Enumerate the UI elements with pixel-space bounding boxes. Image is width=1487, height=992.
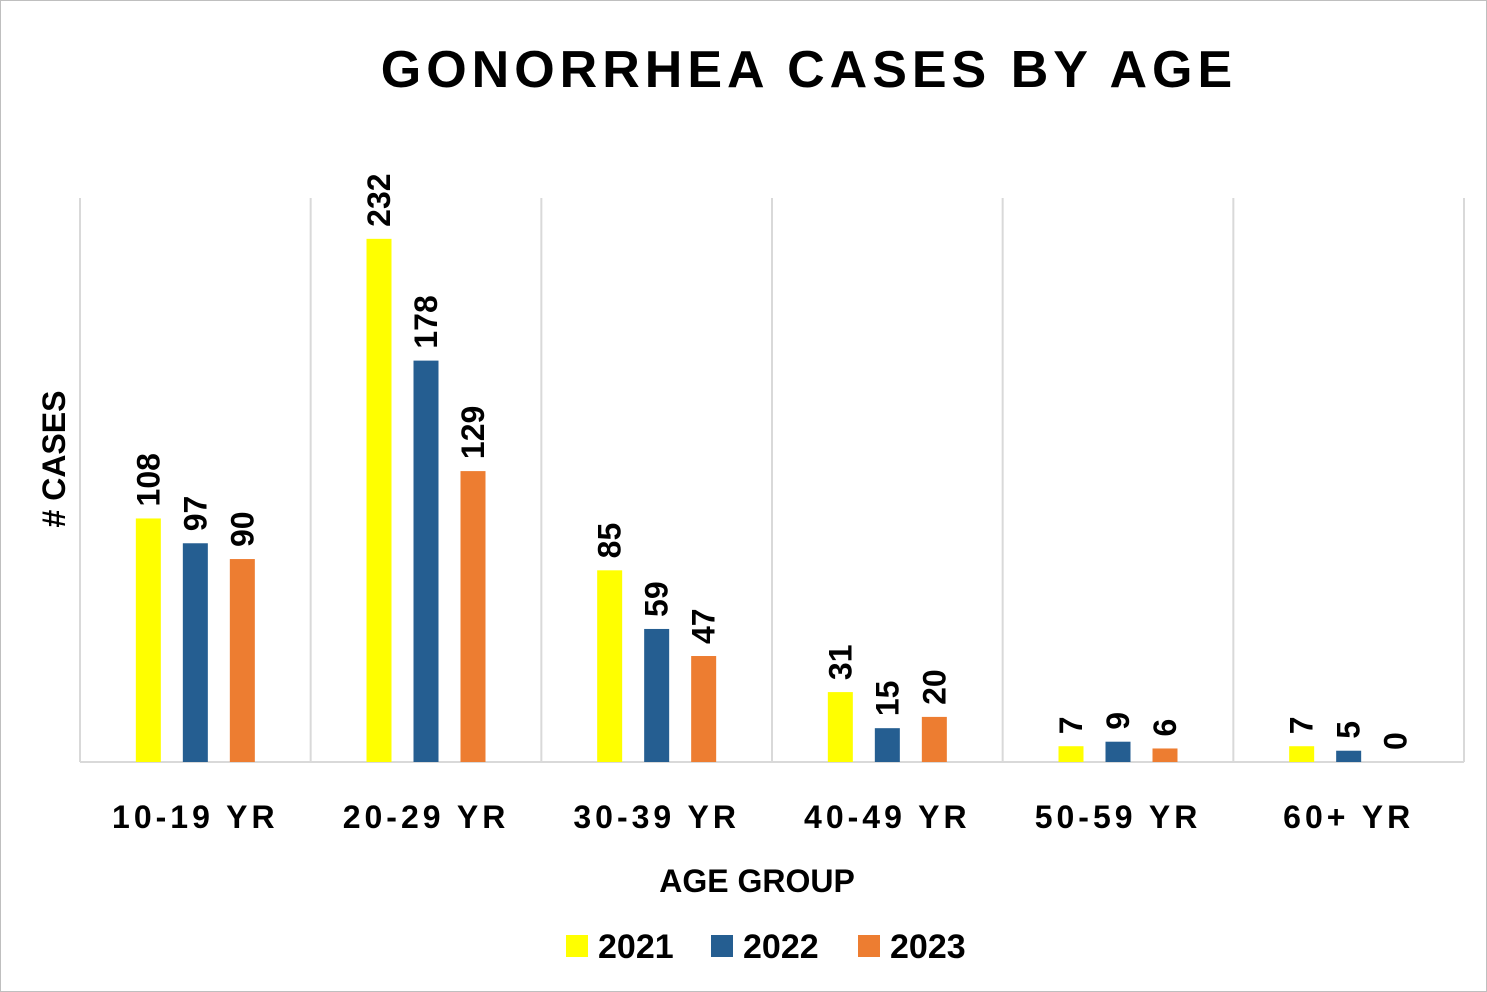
- legend-label: 2021: [598, 928, 674, 966]
- x-tick-label: 50-59 YR: [1035, 799, 1202, 835]
- data-label: 85: [592, 523, 628, 559]
- data-label: 90: [224, 511, 260, 547]
- bar-2022-60+yr: [1336, 750, 1362, 762]
- bar-2023-5059yr: [1152, 748, 1178, 762]
- bar-2022-1019yr: [182, 543, 208, 762]
- legend-label: 2023: [890, 928, 966, 966]
- bar-2023-3039yr: [691, 656, 717, 762]
- bar-2022-4049yr: [874, 728, 900, 762]
- data-label: 232: [361, 173, 397, 226]
- data-label: 0: [1378, 732, 1414, 750]
- legend-swatch-2023: [858, 935, 880, 957]
- x-tick-label: 40-49 YR: [804, 799, 971, 835]
- legend-swatch-2021: [566, 935, 588, 957]
- data-label: 15: [869, 681, 905, 717]
- data-label: 97: [177, 496, 213, 532]
- data-label: 108: [130, 453, 166, 506]
- data-label: 20: [916, 669, 952, 705]
- data-label: 7: [1284, 716, 1320, 734]
- y-axis-title: # CASES: [36, 391, 72, 528]
- bar-2022-2029yr: [413, 360, 439, 762]
- legend-swatch-2022: [711, 935, 733, 957]
- legend: 2021 2022 2023: [566, 928, 966, 966]
- bar-2021-4049yr: [827, 692, 853, 762]
- x-tick-label: 10-19 YR: [112, 799, 279, 835]
- legend-label: 2022: [743, 928, 819, 966]
- bar-2022-5059yr: [1105, 741, 1131, 762]
- data-label: 47: [686, 608, 722, 644]
- chart-title: GONORRHEA CASES BY AGE: [381, 41, 1237, 99]
- bar-2021-3039yr: [597, 570, 623, 762]
- data-label: 9: [1100, 712, 1136, 730]
- x-tick-label: 60+ YR: [1283, 799, 1414, 835]
- x-axis-title: AGE GROUP: [659, 863, 855, 899]
- bar-2023-1019yr: [229, 559, 255, 762]
- x-tick-label: 30-39 YR: [573, 799, 740, 835]
- data-label: 6: [1147, 719, 1183, 737]
- data-label: 129: [455, 406, 491, 459]
- data-label: 31: [822, 645, 858, 681]
- bar-2023-4049yr: [921, 716, 947, 762]
- bar-2021-2029yr: [366, 238, 392, 763]
- bar-2023-2029yr: [460, 471, 486, 762]
- x-tick-label: 20-29 YR: [343, 799, 510, 835]
- bar-2021-60+yr: [1289, 746, 1315, 762]
- data-label: 59: [639, 581, 675, 617]
- bar-2022-3039yr: [644, 628, 670, 762]
- bar-2021-5059yr: [1058, 746, 1084, 762]
- bar-2021-1019yr: [135, 518, 161, 762]
- data-label: 5: [1331, 721, 1367, 739]
- data-label: 178: [408, 295, 444, 348]
- data-label: 7: [1053, 716, 1089, 734]
